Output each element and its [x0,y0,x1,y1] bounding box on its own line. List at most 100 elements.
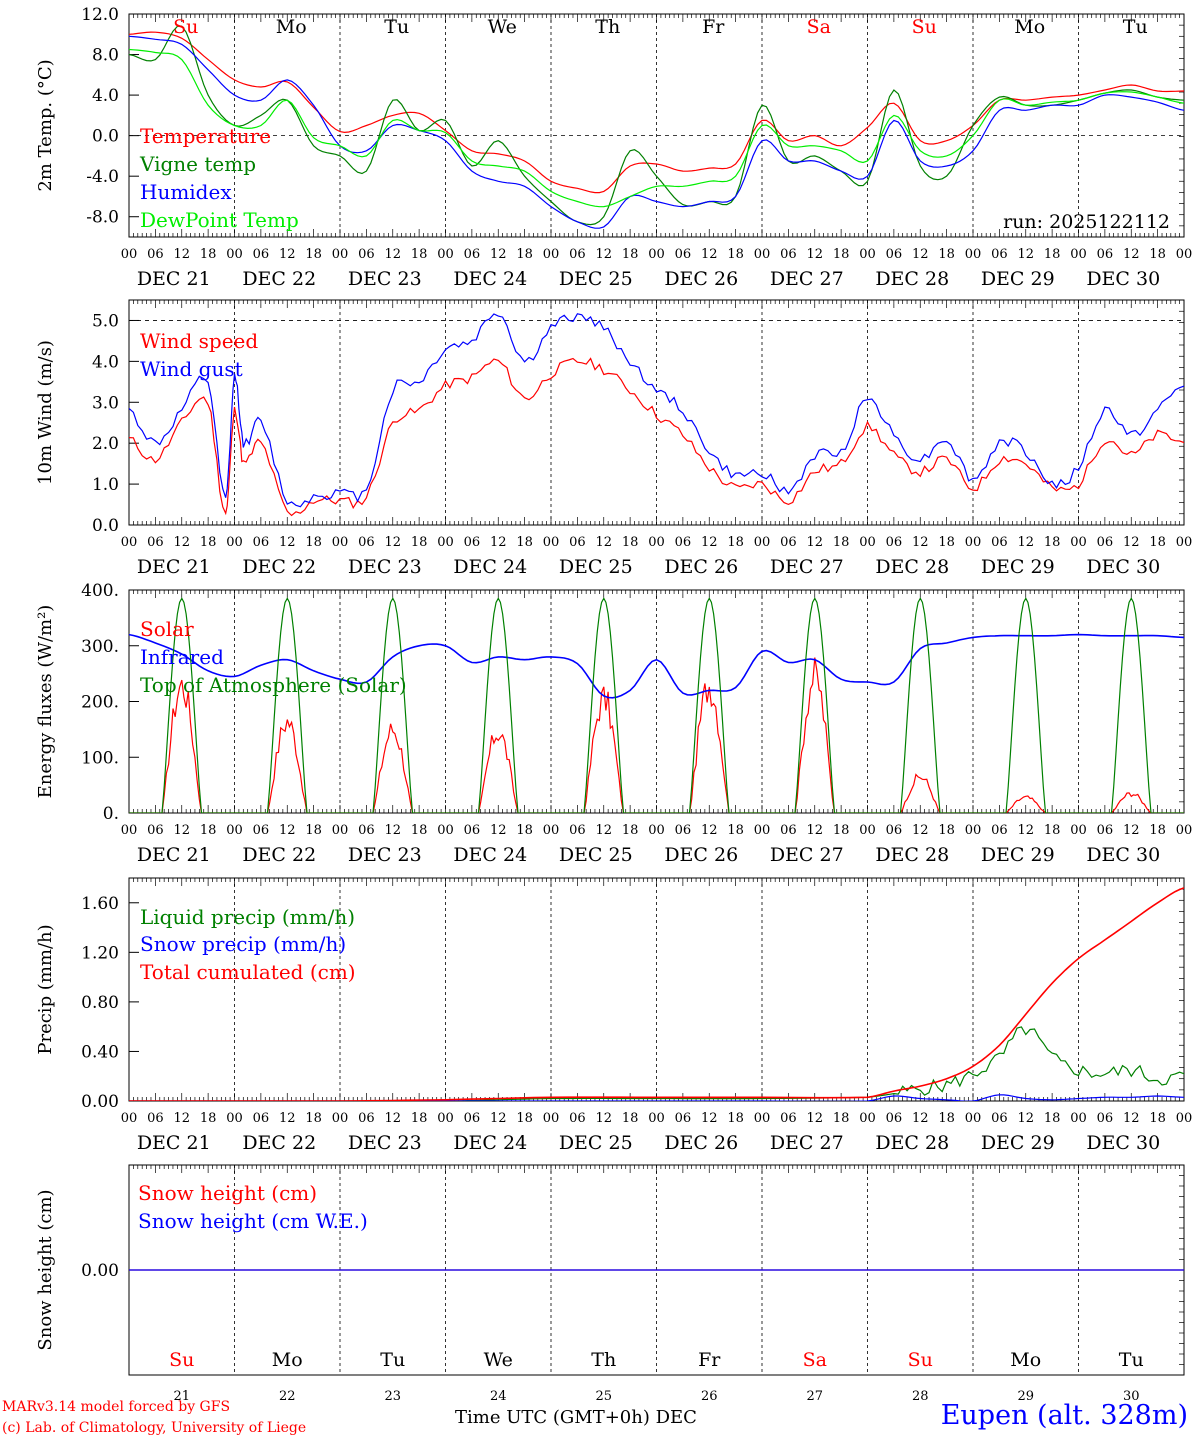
series-line [129,597,1184,813]
date-label: DEC 21 [137,1132,211,1154]
y-axis-label: Snow height (cm) [35,1189,56,1350]
panel-5: 0.00 Snow height (cm) Snow height (cm) Snow… [35,1164,1185,1376]
lab-credit: (c) Lab. of Climatology, University of L… [2,1420,307,1436]
legend-label: Snow height (cm W.E.) [138,1209,368,1233]
hour-tick-label: 12 [173,535,190,550]
date-label: DEC 24 [453,844,527,866]
hour-tick-label: 00 [543,247,560,262]
date-label: DEC 21 [137,844,211,866]
hour-tick-label: 12 [806,535,823,550]
date-label: DEC 22 [242,1132,316,1154]
hour-tick-label: 18 [938,535,955,550]
hour-tick-label: 12 [1017,247,1034,262]
hour-tick-label: 18 [938,247,955,262]
hour-tick-label: 18 [622,1111,639,1126]
hour-tick-label: 06 [358,1111,375,1126]
panel-frame [128,299,1185,526]
hour-tick-label: 18 [833,823,850,838]
hour-tick-label: 12 [595,247,612,262]
date-label: DEC 24 [453,1132,527,1154]
date-label: DEC 23 [348,556,422,578]
legend-label: Infrared [140,645,224,669]
hour-tick-label: 06 [991,247,1008,262]
hour-tick-label: 00 [332,535,349,550]
hour-tick-label: 00 [1070,247,1087,262]
panel-3: 0. 100. 200. 300. 400. Energy fluxes (W/m²) So… [35,581,1192,866]
day-number-label: 28 [912,1389,929,1404]
y-tick-label: 200. [81,693,119,713]
hour-tick-label: 00 [332,1111,349,1126]
hour-tick-label: 06 [358,535,375,550]
hour-tick-label: 18 [1149,1111,1166,1126]
panel-2: 0.0 1.0 2.0 3.0 4.0 5.0 10m Wind (m/s) Wind spe… [35,299,1193,578]
hour-tick-label: 00 [1070,823,1087,838]
date-label: DEC 28 [875,1132,949,1154]
date-label: DEC 23 [348,1132,422,1154]
weekday-label-top: Fr [702,16,725,38]
hour-tick-label: 06 [464,1111,481,1126]
weekday-label-top: We [488,16,517,38]
legend-label: Solar [140,617,194,641]
hour-tick-label: 18 [305,247,322,262]
hour-tick-label: 12 [912,1111,929,1126]
hour-tick-label: 18 [1044,535,1061,550]
hour-tick-label: 06 [253,535,270,550]
day-number-label: 24 [490,1389,507,1404]
hour-tick-label: 12 [279,535,296,550]
series-group [129,887,1184,1101]
station-label: Eupen (alt. 328m) [940,1400,1188,1431]
hour-tick-label: 18 [200,247,217,262]
hour-tick-label: 00 [648,247,665,262]
hour-tick-label: 12 [1017,535,1034,550]
hour-tick-label: 06 [780,823,797,838]
hour-tick-label: 00 [121,247,138,262]
hour-tick-label: 12 [701,823,718,838]
hour-tick-label: 06 [1097,823,1114,838]
y-tick-label: 1.20 [81,943,119,963]
hour-tick-label: 06 [886,535,903,550]
legend-label: Snow precip (mm/h) [140,932,346,956]
y-axis-label: Precip (mm/h) [35,924,56,1054]
hour-tick-label: 00 [965,1111,982,1126]
date-label: DEC 25 [559,268,633,290]
hour-tick-label: 12 [701,1111,718,1126]
date-label: DEC 27 [770,844,844,866]
hour-tick-label: 18 [1044,823,1061,838]
hour-tick-label: 06 [886,247,903,262]
hour-tick-label: 18 [1149,823,1166,838]
hour-tick-label: 06 [780,1111,797,1126]
y-axis-label: 2m Temp. (°C) [35,59,56,191]
day-number-label: 22 [279,1389,296,1404]
hour-tick-label: 06 [991,535,1008,550]
day-number-label: 29 [1017,1389,1034,1404]
hour-tick-label: 00 [648,1111,665,1126]
date-label: DEC 25 [559,1132,633,1154]
series-line [129,25,1184,226]
hour-tick-label: 00 [859,535,876,550]
date-label: DEC 30 [1086,844,1160,866]
hour-tick-label: 06 [147,535,164,550]
weekday-label-top: Su [173,16,198,38]
date-label: DEC 21 [137,268,211,290]
hour-tick-label: 18 [727,535,744,550]
date-label: DEC 30 [1086,556,1160,578]
y-tick-label: 1.60 [81,894,119,914]
y-axis-label: Energy fluxes (W/m²) [35,605,56,799]
legend-label: Top of Atmosphere (Solar) [140,673,407,697]
y-tick-label: 0.0 [92,516,119,536]
date-label: DEC 28 [875,268,949,290]
time-axis-month: DEC [655,1407,697,1428]
series-group [129,313,1184,517]
hour-tick-label: 18 [411,823,428,838]
weekday-label-bottom: Su [908,1349,933,1371]
hour-tick-label: 00 [1176,535,1193,550]
hour-tick-label: 06 [569,535,586,550]
date-label: DEC 22 [242,844,316,866]
date-label: DEC 24 [453,556,527,578]
hour-tick-label: 06 [780,535,797,550]
hour-tick-label: 06 [569,247,586,262]
hour-tick-label: 00 [859,1111,876,1126]
hour-tick-label: 12 [701,247,718,262]
hour-tick-label: 18 [411,1111,428,1126]
hour-tick-label: 18 [833,1111,850,1126]
